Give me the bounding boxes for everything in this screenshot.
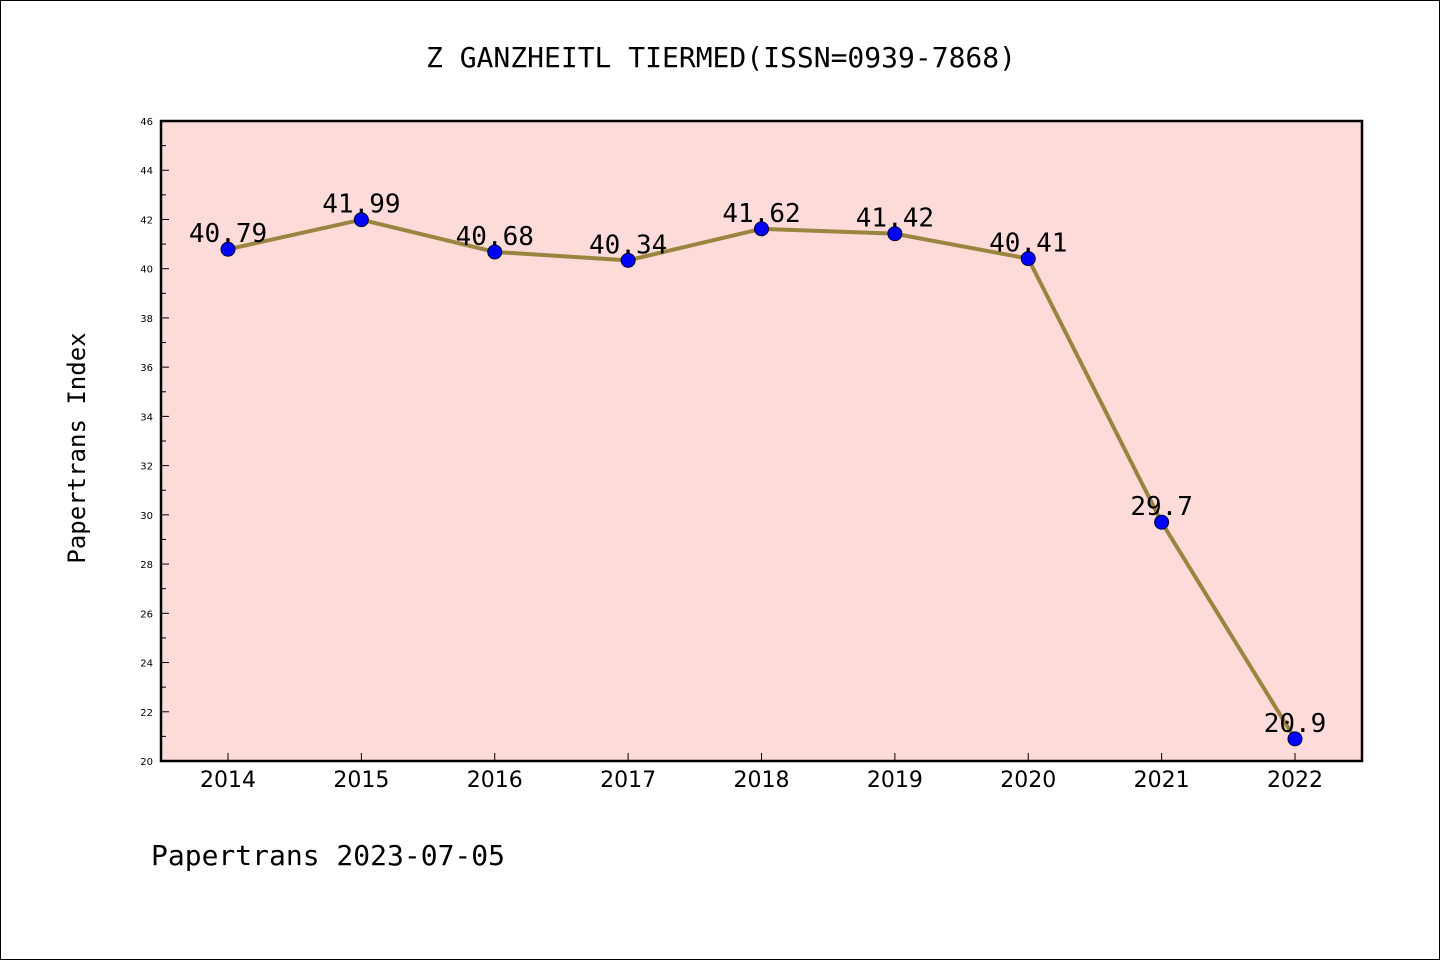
data-label: 29.7 [1130, 492, 1193, 522]
x-tick-label: 2020 [1000, 768, 1056, 793]
data-label: 41.99 [322, 190, 400, 220]
data-point [754, 221, 769, 237]
data-label: 40.41 [989, 229, 1067, 259]
data-label: 40.68 [456, 222, 534, 252]
x-tick-label: 2015 [333, 768, 389, 793]
data-label: 40.34 [589, 230, 667, 260]
data-point [220, 241, 236, 257]
y-tick-label: 20 [140, 757, 153, 768]
x-tick-label: 2014 [200, 768, 256, 793]
x-tick-label: 2016 [467, 768, 523, 793]
data-point [887, 226, 903, 242]
data-labels: 40.79 41.99 40.68 40.34 41.62 41.42 40.41 29.7 2… [189, 190, 1326, 739]
data-label: 41.62 [722, 199, 800, 229]
x-tick-label: 2021 [1134, 768, 1190, 793]
y-tick-label: 34 [140, 412, 153, 423]
plot-frame [159, 119, 1364, 763]
data-point [487, 244, 503, 260]
x-tick-label: 2019 [867, 768, 923, 793]
y-tick-label: 42 [140, 215, 153, 226]
y-tick-label: 28 [140, 560, 153, 571]
y-tick-label: 32 [140, 462, 153, 473]
data-point [1287, 731, 1303, 747]
data-label: 40.79 [189, 219, 267, 249]
data-markers [220, 212, 1303, 747]
x-tick-label: 2018 [734, 768, 790, 793]
x-axis-ticks: 2014 2015 2016 2017 2018 2019 2020 2021 2022 [200, 753, 1323, 793]
data-label: 41.42 [856, 204, 934, 234]
y-tick-label: 38 [140, 314, 153, 325]
chart-title: Z GANZHEITL TIERMED(ISSN=0939-7868) [426, 41, 1016, 74]
y-axis-label: Papertrans Index [63, 332, 91, 563]
y-tick-label: 24 [140, 659, 153, 670]
y-tick-label: 40 [140, 265, 153, 276]
data-point [620, 252, 636, 268]
y-axis-ticks: 20 22 24 26 28 30 32 34 36 38 40 42 44 46 [140, 117, 169, 768]
y-tick-label: 46 [140, 117, 153, 128]
data-label: 20.9 [1264, 709, 1327, 739]
x-tick-label: 2022 [1267, 768, 1323, 793]
footer-credit: Papertrans 2023-07-05 [151, 839, 505, 872]
y-tick-label: 30 [140, 511, 153, 522]
y-tick-label: 26 [140, 609, 153, 620]
y-tick-label: 22 [140, 708, 153, 719]
x-tick-label: 2017 [600, 768, 656, 793]
data-point [353, 212, 369, 228]
y-tick-label: 36 [140, 363, 153, 374]
y-tick-label: 44 [140, 166, 153, 177]
data-point [1020, 251, 1036, 267]
data-point [1154, 514, 1170, 530]
